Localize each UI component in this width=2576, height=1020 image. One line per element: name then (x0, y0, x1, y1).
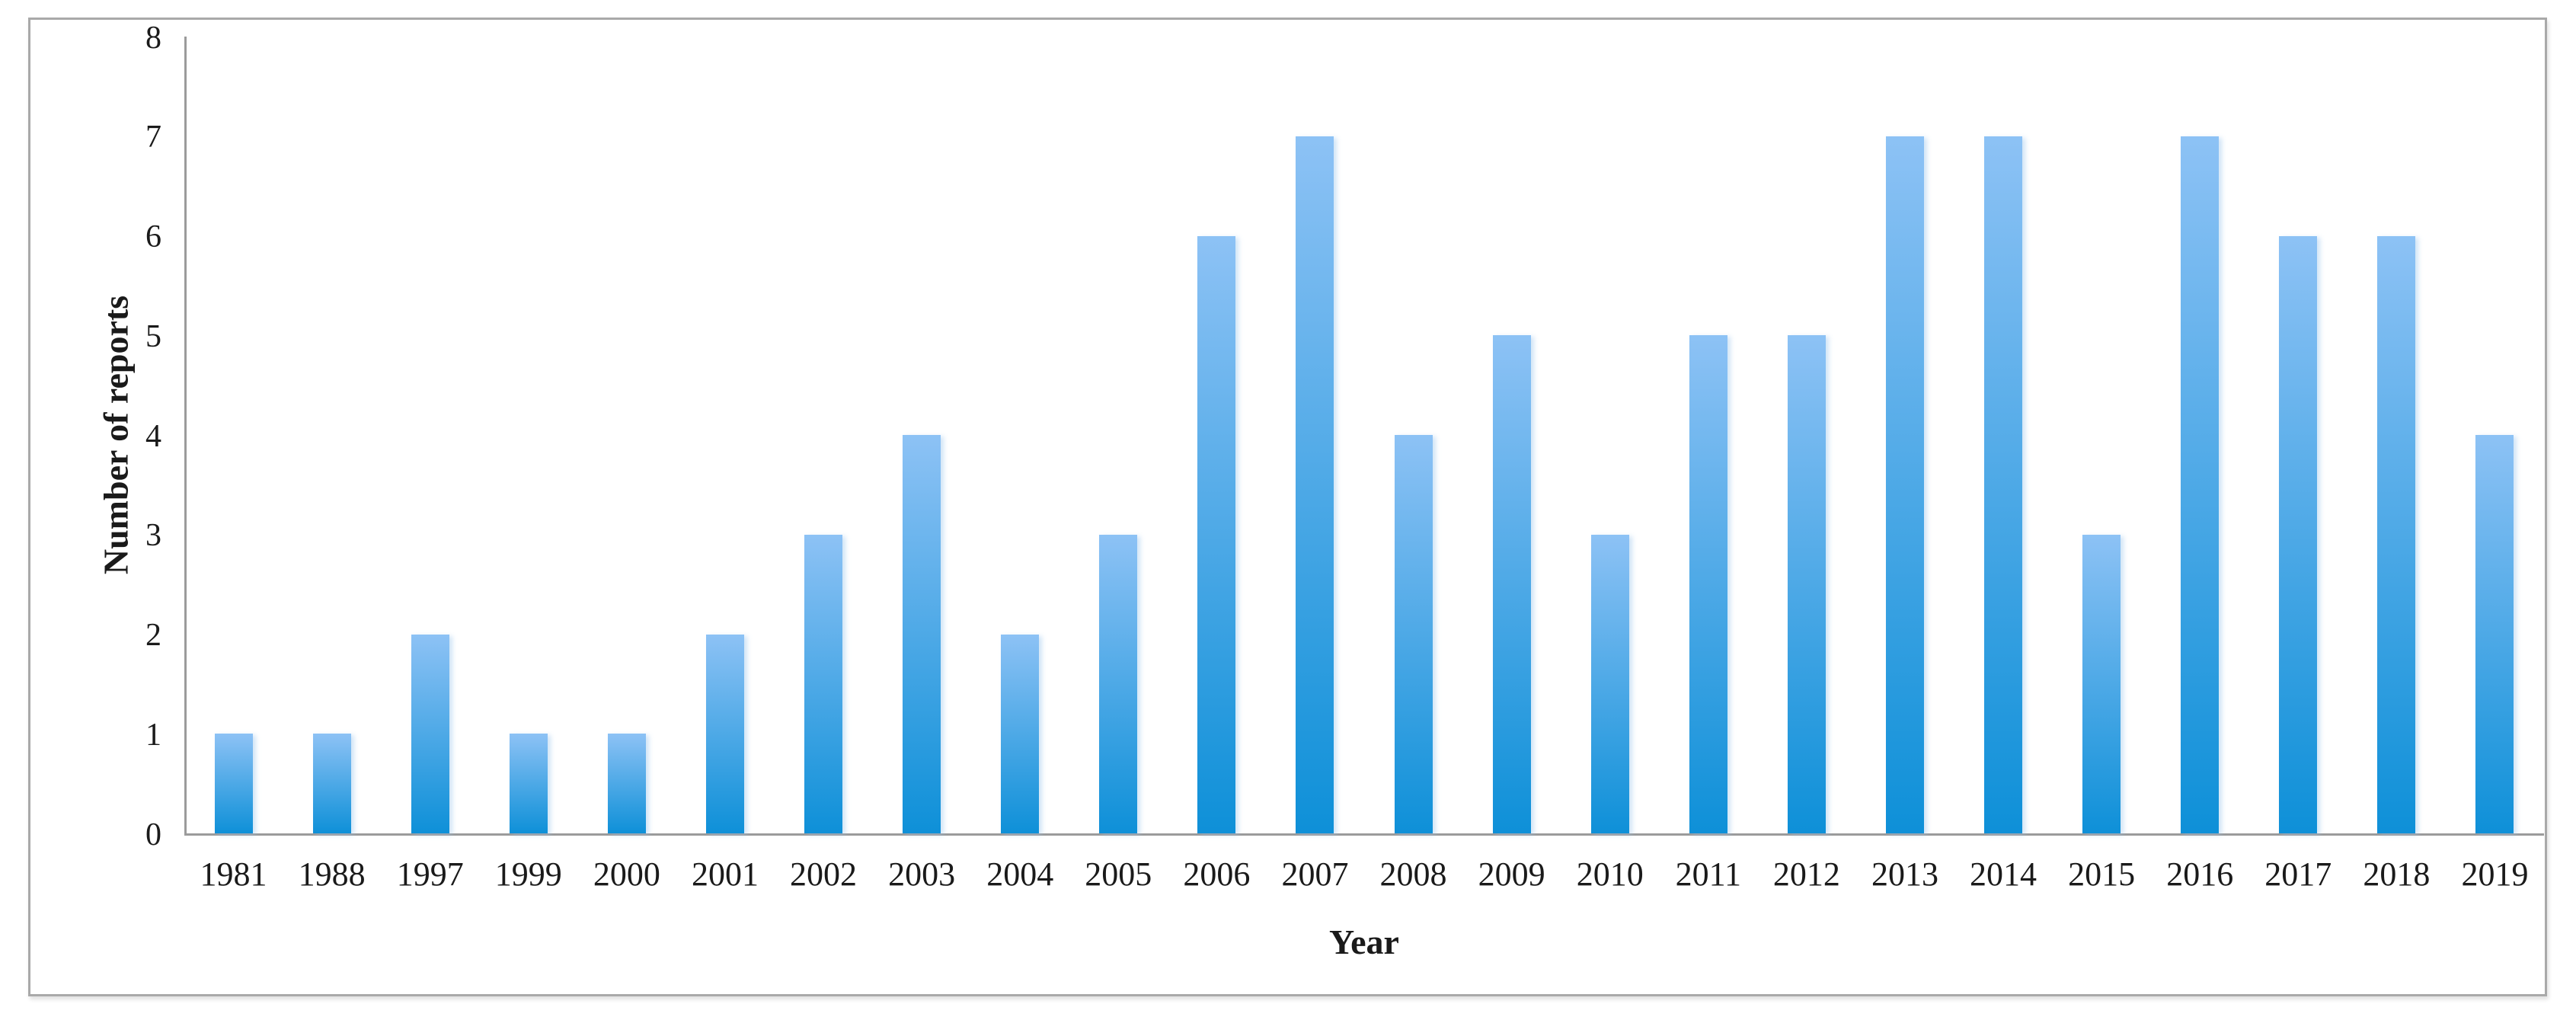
y-tick-label-6: 6 (145, 219, 161, 254)
x-tick-label-2008: 2008 (1379, 855, 1447, 893)
x-tick-label-1999: 1999 (494, 855, 562, 893)
x-tick-label-2013: 2013 (1871, 855, 1938, 893)
x-tick-label-2009: 2009 (1478, 855, 1545, 893)
x-tick-label-2014: 2014 (1970, 855, 2037, 893)
y-tick-label-5: 5 (145, 318, 161, 354)
bar-2004 (1001, 634, 1040, 833)
x-tick-label-2001: 2001 (691, 855, 759, 893)
x-tick-label-1981: 1981 (200, 855, 267, 893)
y-axis-line (184, 37, 187, 836)
x-tick-label-2006: 2006 (1183, 855, 1251, 893)
bar-2019 (2475, 435, 2514, 833)
y-tick-label-4: 4 (145, 418, 161, 454)
bar-2016 (2181, 136, 2220, 833)
bar-2002 (804, 534, 843, 833)
bar-2014 (1984, 136, 2023, 833)
bar-1999 (509, 734, 548, 833)
y-tick-label-2: 2 (145, 618, 161, 653)
bar-2012 (1787, 335, 1826, 833)
y-tick-label-3: 3 (145, 518, 161, 554)
x-tick-label-1997: 1997 (396, 855, 464, 893)
x-tick-label-2000: 2000 (593, 855, 660, 893)
x-tick-label-2012: 2012 (1772, 855, 1840, 893)
bar-2015 (2082, 534, 2121, 833)
bar-2007 (1296, 136, 1334, 833)
bar-2009 (1492, 335, 1531, 833)
y-tick-label-7: 7 (145, 120, 161, 155)
y-axis-title: Number of reports (96, 295, 136, 575)
bar-2006 (1197, 235, 1236, 833)
y-tick-label-1: 1 (145, 717, 161, 753)
bar-2003 (903, 435, 941, 833)
bar-2017 (2279, 235, 2318, 833)
x-tick-label-2019: 2019 (2461, 855, 2529, 893)
y-tick-label-0: 0 (145, 817, 161, 852)
bar-2010 (1590, 534, 1629, 833)
x-tick-label-2007: 2007 (1281, 855, 1349, 893)
x-tick-label-1988: 1988 (298, 855, 366, 893)
x-tick-label-2016: 2016 (2166, 855, 2234, 893)
x-tick-label-2015: 2015 (2068, 855, 2136, 893)
bar-1988 (312, 734, 351, 833)
x-axis-title: Year (1329, 922, 1399, 961)
bar-2000 (607, 734, 646, 833)
x-tick-label-2003: 2003 (888, 855, 956, 893)
bar-2011 (1689, 335, 1727, 833)
x-tick-label-2002: 2002 (790, 855, 858, 893)
y-tick-label-8: 8 (145, 20, 161, 56)
x-tick-label-2011: 2011 (1675, 855, 1741, 893)
x-tick-label-2018: 2018 (2363, 855, 2431, 893)
bar-2013 (1885, 136, 1924, 833)
bar-2018 (2377, 235, 2416, 833)
bar-1997 (411, 634, 449, 833)
bar-2001 (705, 634, 744, 833)
bar-2008 (1394, 435, 1433, 833)
x-tick-label-2010: 2010 (1576, 855, 1644, 893)
x-tick-label-2004: 2004 (986, 855, 1054, 893)
bar-2005 (1099, 534, 1138, 833)
x-tick-label-2005: 2005 (1085, 855, 1152, 893)
x-axis-line (184, 833, 2544, 836)
bar-1981 (214, 734, 253, 833)
chart-frame (28, 18, 2547, 996)
x-tick-label-2017: 2017 (2264, 855, 2332, 893)
